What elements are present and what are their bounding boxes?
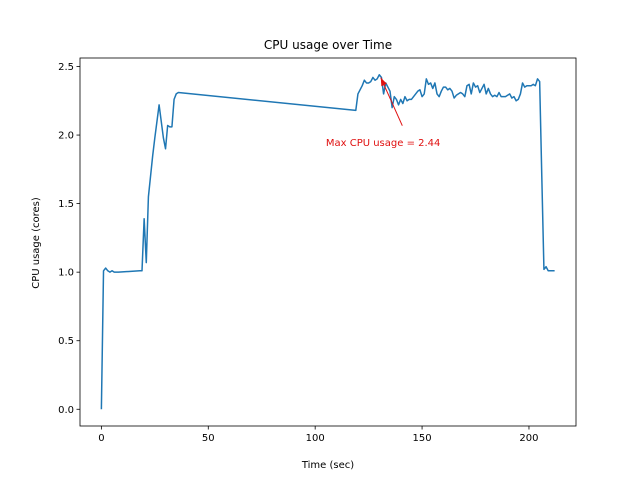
y-tick-label: 0.5: [58, 336, 74, 347]
y-tick-label: 2.0: [58, 131, 74, 142]
y-tick-label: 2.5: [58, 62, 74, 73]
y-axis-label: CPU usage (cores): [31, 197, 42, 289]
chart-title: CPU usage over Time: [264, 38, 392, 52]
x-tick-label: 150: [413, 433, 432, 444]
y-tick-label: 0.0: [58, 405, 74, 416]
annotation-arrow: [380, 77, 403, 126]
x-tick-label: 0: [98, 433, 104, 444]
x-tick-label: 50: [202, 433, 215, 444]
plot-area: [80, 58, 576, 426]
annotation-layer: Max CPU usage = 2.44: [326, 77, 441, 149]
series-line-0: [100, 73, 555, 410]
plot-frame: [79, 57, 577, 427]
x-tick-label: 100: [306, 433, 325, 444]
y-tick-label: 1.0: [58, 268, 74, 279]
annotation-arrowhead: [380, 77, 387, 87]
line-layer: [100, 73, 555, 410]
x-tick-label: 200: [519, 433, 538, 444]
y-tick-label: 1.5: [58, 199, 74, 210]
annotation-label: Max CPU usage = 2.44: [326, 138, 441, 149]
plot-background: [80, 58, 576, 426]
axis-layer: 0 50 100 150 200 0.0 0.5 1.0 1.5 2.0 2.5: [58, 57, 577, 444]
x-axis-label: Time (sec): [301, 460, 354, 471]
